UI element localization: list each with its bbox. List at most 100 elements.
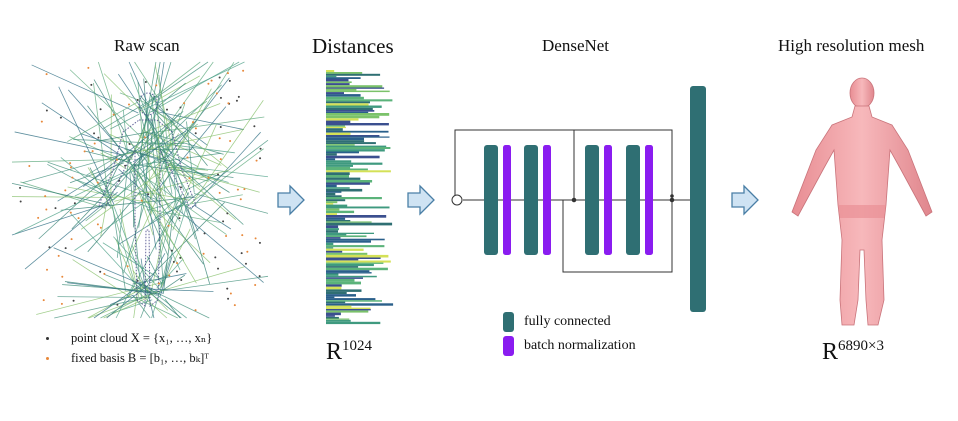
distance-bar — [326, 103, 369, 106]
basis-ray — [85, 150, 132, 164]
raw-scan-title: Raw scan — [114, 36, 180, 55]
distance-bar — [326, 188, 363, 192]
distance-bar — [326, 87, 385, 89]
basis-point — [99, 270, 102, 273]
distance-bar — [326, 298, 376, 301]
basis-ray — [31, 64, 139, 114]
fixed-basis-dot-icon — [46, 356, 49, 360]
point-cloud-silhouette — [98, 92, 197, 307]
basis-point — [218, 191, 221, 194]
distance-bar — [326, 310, 369, 313]
distance-bar — [326, 149, 385, 152]
distance-bar — [326, 277, 363, 279]
distance-bar — [326, 267, 388, 271]
basis-point — [19, 186, 22, 189]
point-cloud-dot-icon — [46, 336, 49, 340]
distance-bar — [326, 220, 351, 222]
basis-point — [99, 226, 102, 229]
basis-ray — [99, 131, 149, 142]
basis-ray — [173, 166, 209, 171]
distance-bar — [326, 94, 361, 97]
basis-ray — [172, 196, 187, 231]
distance-bar — [326, 286, 342, 290]
distance-bar — [326, 296, 335, 299]
skip-connection-top — [454, 129, 673, 200]
distance-bar — [326, 228, 339, 231]
basis-point — [244, 262, 247, 265]
basis-point — [218, 137, 221, 140]
basis-point — [240, 252, 243, 255]
basis-point — [188, 177, 191, 180]
distance-bar — [326, 294, 356, 297]
basis-ray — [186, 204, 211, 284]
basis-point — [103, 272, 106, 275]
distance-bar — [326, 222, 393, 226]
basis-ray — [87, 191, 141, 253]
distance-bar — [326, 257, 381, 259]
basis-point — [259, 157, 262, 160]
basis-ray — [60, 157, 111, 199]
basis-point — [99, 108, 102, 111]
distance-bar — [326, 145, 387, 147]
legend-fixed-basis: fixed basis B = [b₁, …, bₖ]ᵀ — [46, 350, 209, 366]
basis-point — [46, 268, 49, 271]
basis-point — [207, 176, 210, 179]
basis-ray — [175, 139, 269, 211]
distance-bar — [326, 281, 361, 285]
distance-bar — [326, 170, 391, 173]
basis-point — [127, 103, 130, 106]
distance-bar — [326, 254, 389, 258]
basis-point — [83, 150, 86, 153]
distance-bar — [326, 153, 337, 156]
basis-point — [186, 156, 189, 159]
distance-bar — [326, 208, 340, 211]
distance-bar — [326, 245, 385, 248]
basis-point — [59, 116, 62, 119]
distance-bar — [326, 197, 382, 200]
bn-layer-4 — [645, 145, 653, 255]
basis-ray — [134, 61, 159, 99]
distance-bar — [326, 301, 346, 304]
distance-bar — [326, 262, 384, 264]
basis-ray — [103, 73, 144, 113]
basis-ray — [72, 259, 131, 298]
distance-bar — [326, 248, 364, 251]
skip-connection-bottom — [562, 200, 673, 273]
basis-ray — [38, 157, 128, 240]
distance-bar — [326, 316, 339, 319]
basis-ray — [128, 159, 181, 271]
basis-ray — [149, 61, 201, 101]
basis-point — [219, 126, 222, 129]
basis-ray — [176, 194, 243, 207]
basis-point — [203, 232, 206, 235]
basis-point — [170, 249, 173, 252]
basis-point — [242, 69, 245, 72]
distance-bar — [326, 232, 374, 234]
basis-ray — [151, 204, 188, 319]
distance-bar — [326, 252, 368, 255]
basis-ray — [194, 205, 232, 230]
distance-bar — [326, 210, 355, 214]
distance-bar — [326, 217, 346, 220]
basis-point — [179, 106, 182, 109]
basis-ray — [119, 92, 149, 105]
basis-point — [258, 241, 261, 244]
basis-point — [48, 246, 51, 249]
raw-scan-figure — [11, 61, 269, 319]
human-mesh-figure — [791, 77, 933, 326]
fc-layer-4 — [626, 145, 640, 255]
distance-bar — [326, 72, 363, 74]
distance-bar — [326, 83, 350, 86]
basis-ray — [149, 100, 208, 142]
basis-ray — [127, 159, 204, 265]
concat-node-1 — [571, 197, 577, 203]
distance-bar — [326, 215, 387, 218]
distance-bar — [326, 309, 371, 311]
distance-vector-bars — [326, 70, 394, 325]
distance-bar — [326, 182, 370, 185]
basis-point — [229, 292, 232, 295]
distance-bar — [326, 128, 343, 131]
basis-point — [136, 279, 139, 282]
distances-dimension: R1024 — [326, 338, 373, 365]
basis-ray — [161, 130, 167, 152]
